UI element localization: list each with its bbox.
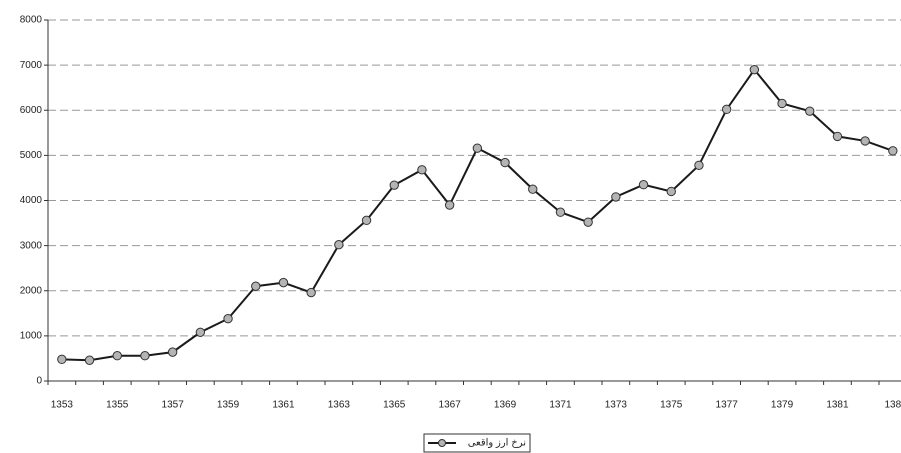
y-tick-label: 0: [36, 376, 42, 387]
data-point: [389, 180, 399, 190]
y-tick-label: 6000: [20, 105, 43, 116]
y-tick-label: 3000: [20, 240, 43, 251]
y-tick-label: 2000: [20, 285, 43, 296]
x-tick-label: 1375: [660, 400, 683, 411]
x-tick-label: 1357: [162, 400, 185, 411]
data-point: [306, 287, 316, 298]
x-tick-label: 1379: [771, 400, 794, 411]
x-tick-label: 1355: [106, 400, 129, 411]
data-point: [749, 64, 760, 75]
x-tick-label: 1363: [328, 400, 351, 411]
legend-label: نرخ ارز واقعی: [468, 438, 526, 449]
data-point: [223, 314, 233, 324]
data-point: [611, 192, 621, 202]
x-tick-label: 1381: [826, 400, 849, 411]
y-tick-label: 1000: [20, 331, 43, 342]
series-line: [61, 67, 894, 362]
x-tick-label: 1367: [439, 400, 462, 411]
data-point: [860, 136, 870, 146]
x-tick-label: 1359: [217, 400, 240, 411]
legend-box: [423, 433, 531, 453]
data-point: [721, 104, 732, 115]
data-point: [528, 184, 538, 194]
data-point: [417, 165, 427, 175]
data-point: [361, 215, 372, 226]
data-point: [472, 143, 483, 153]
legend: نرخ ارز واقعی: [423, 433, 531, 453]
data-point: [888, 146, 898, 156]
y-tick-label: 7000: [20, 60, 43, 71]
x-tick-label: 1377: [716, 400, 739, 411]
data-point: [832, 131, 843, 142]
x-tick-label: 1361: [272, 400, 295, 411]
data-point: [666, 186, 676, 197]
data-point: [195, 327, 206, 337]
x-tick-label: 1353: [51, 400, 74, 411]
data-point: [334, 240, 344, 250]
data-point: [140, 351, 150, 361]
data-point: [251, 281, 261, 291]
data-point: [555, 207, 566, 217]
legend-marker: [438, 439, 446, 447]
data-point: [500, 157, 510, 168]
data-point: [84, 355, 95, 365]
x-tick-label: 1365: [383, 400, 406, 411]
x-tick-label: 1369: [494, 400, 517, 411]
data-point: [638, 180, 649, 190]
data-point: [57, 354, 67, 365]
x-tick-label: 1371: [549, 400, 572, 411]
data-point: [805, 106, 815, 116]
data-point: [583, 217, 593, 227]
data-point: [112, 351, 122, 361]
x-tick-label: 138: [885, 400, 901, 411]
x-tick-label: 1373: [605, 400, 628, 411]
y-tick-label: 8000: [20, 15, 43, 26]
data-point: [278, 277, 289, 288]
data-point: [694, 160, 704, 171]
data-point: [167, 347, 178, 357]
y-tick-label: 4000: [20, 195, 43, 206]
data-point: [777, 98, 787, 109]
data-point: [444, 200, 455, 210]
y-tick-label: 5000: [20, 150, 43, 161]
